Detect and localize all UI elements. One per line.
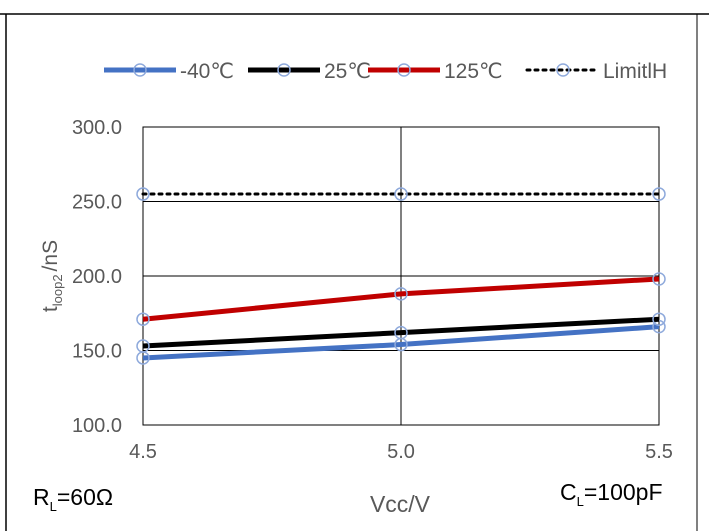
x-tick-label: 5.5 [645,441,673,463]
series-point [136,187,150,201]
annotation-cl: CL=100pF [560,479,663,509]
legend-label-0: -40℃ [180,60,234,83]
series-line-1 [142,316,660,349]
series-point [652,187,666,201]
legend: -40℃ 25℃ 125℃ LimitlH [104,60,667,83]
y-axis-label-unit: /nS [39,240,62,272]
legend-label-3: LimitlH [603,60,667,83]
x-tick-label: 4.5 [129,441,157,463]
legend-marker-0 [133,63,147,77]
y-tick-label: 150.0 [72,341,122,363]
y-tick-label: 250.0 [72,192,122,214]
y-tick-label: 200.0 [72,266,122,288]
annotation-rl-main: R [33,484,50,510]
annotation-rl-sub: L [50,499,57,514]
grid-lines [142,126,660,426]
annotation-rl-rest: =60Ω [57,484,113,510]
x-tick-label: 5.0 [387,441,415,463]
series-lines [136,187,666,365]
y-tick-label: 300.0 [72,117,122,139]
series-line-2 [142,276,660,322]
series-point [394,187,408,201]
annotation-rl: RL=60Ω [33,484,113,514]
legend-marker-3 [556,63,570,77]
legend-label-1: 25℃ [324,60,371,83]
y-tick-labels: 100.0 150.0 200.0 250.0 300.0 [72,117,122,437]
legend-label-2: 125℃ [444,60,503,83]
annotation-cl-main: C [560,479,577,505]
annotation-cl-sub: L [577,494,584,509]
y-tick-label: 100.0 [72,415,122,437]
series-point [652,312,666,326]
legend-marker-1 [277,63,291,77]
series-point [394,325,408,340]
series-point [652,272,666,286]
series-point [136,339,150,353]
y-axis-label: tloop2/nS [39,240,65,312]
y-axis-label-main: t [39,306,62,312]
x-tick-labels: 4.5 5.0 5.5 [129,441,673,463]
x-axis-label: Vcc/V [370,491,431,517]
y-axis-label-sub: loop2 [50,274,65,306]
annotation-cl-rest: =100pF [584,479,663,505]
legend-marker-2 [397,63,411,77]
series-point [394,287,408,301]
series-line-0 [142,324,660,361]
series-point [136,312,150,326]
